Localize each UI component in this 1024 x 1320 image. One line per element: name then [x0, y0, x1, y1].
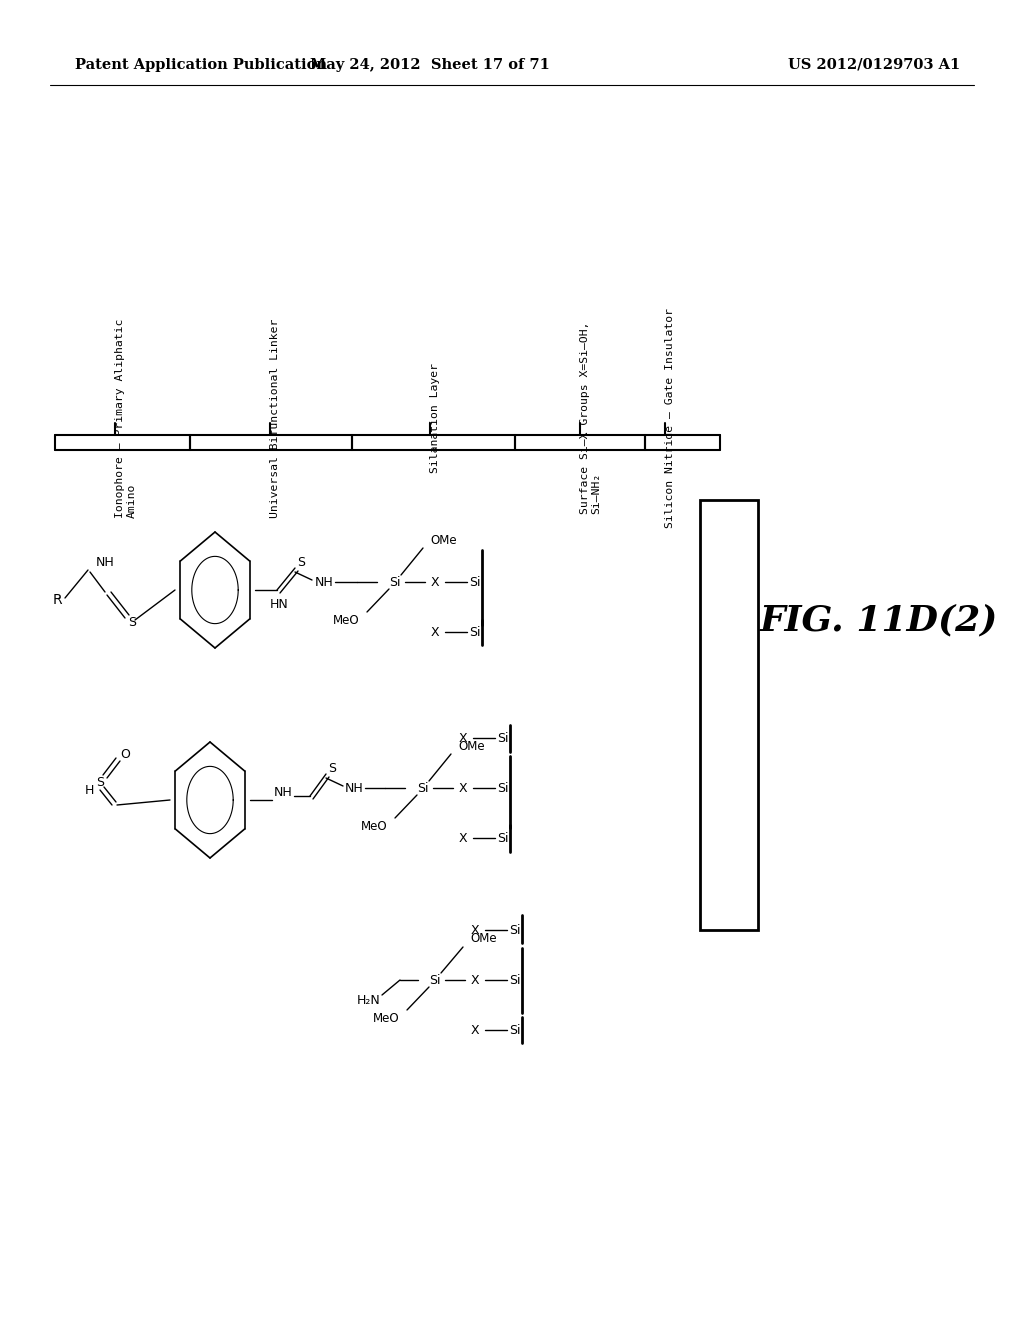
Text: Silicon Nitride — Gate Insulator: Silicon Nitride — Gate Insulator	[665, 308, 675, 528]
Text: X: X	[459, 731, 467, 744]
Text: R: R	[52, 593, 62, 607]
Text: X: X	[471, 1023, 479, 1036]
Text: H: H	[85, 784, 94, 796]
Text: Si: Si	[429, 974, 440, 986]
Text: Si: Si	[469, 576, 480, 589]
Text: Surface Si—X Groups X=Si—OH,
Si—NH₂: Surface Si—X Groups X=Si—OH, Si—NH₂	[580, 322, 602, 515]
Text: NH: NH	[314, 576, 334, 589]
Text: Si: Si	[498, 731, 509, 744]
Text: Si: Si	[509, 924, 521, 936]
Text: X: X	[431, 626, 439, 639]
Text: NH: NH	[345, 781, 364, 795]
Text: Patent Application Publication: Patent Application Publication	[75, 58, 327, 73]
Text: Si: Si	[389, 576, 400, 589]
Text: NH: NH	[273, 785, 293, 799]
Text: O: O	[120, 747, 130, 760]
Text: Si: Si	[469, 626, 480, 639]
Text: S: S	[96, 776, 104, 788]
Text: Universal Bifunctional Linker: Universal Bifunctional Linker	[270, 318, 280, 517]
Text: MeO: MeO	[334, 614, 360, 627]
Text: HN: HN	[269, 598, 289, 610]
Text: X: X	[459, 781, 467, 795]
Text: OMe: OMe	[430, 533, 457, 546]
Text: S: S	[328, 762, 336, 775]
Text: NH: NH	[96, 556, 115, 569]
Text: X: X	[471, 924, 479, 936]
Text: S: S	[128, 616, 136, 630]
Text: Si: Si	[498, 781, 509, 795]
Text: Si: Si	[509, 974, 521, 986]
Text: FIG. 11D(2): FIG. 11D(2)	[760, 603, 998, 638]
Text: MeO: MeO	[361, 820, 388, 833]
Text: Silanation Layer: Silanation Layer	[430, 363, 440, 473]
Text: X: X	[459, 832, 467, 845]
Text: OMe: OMe	[470, 932, 497, 945]
Text: OMe: OMe	[458, 739, 484, 752]
Text: US 2012/0129703 A1: US 2012/0129703 A1	[787, 58, 961, 73]
Text: Si: Si	[509, 1023, 521, 1036]
Text: Si: Si	[498, 832, 509, 845]
Text: X: X	[431, 576, 439, 589]
Text: H₂N: H₂N	[356, 994, 380, 1006]
Text: X: X	[471, 974, 479, 986]
Text: S: S	[297, 556, 305, 569]
Text: Ionophore — Primary Aliphatic
Amino: Ionophore — Primary Aliphatic Amino	[115, 318, 136, 517]
Text: May 24, 2012  Sheet 17 of 71: May 24, 2012 Sheet 17 of 71	[310, 58, 550, 73]
Text: Si: Si	[417, 781, 429, 795]
Bar	[700, 500, 758, 931]
Text: MeO: MeO	[374, 1011, 400, 1024]
